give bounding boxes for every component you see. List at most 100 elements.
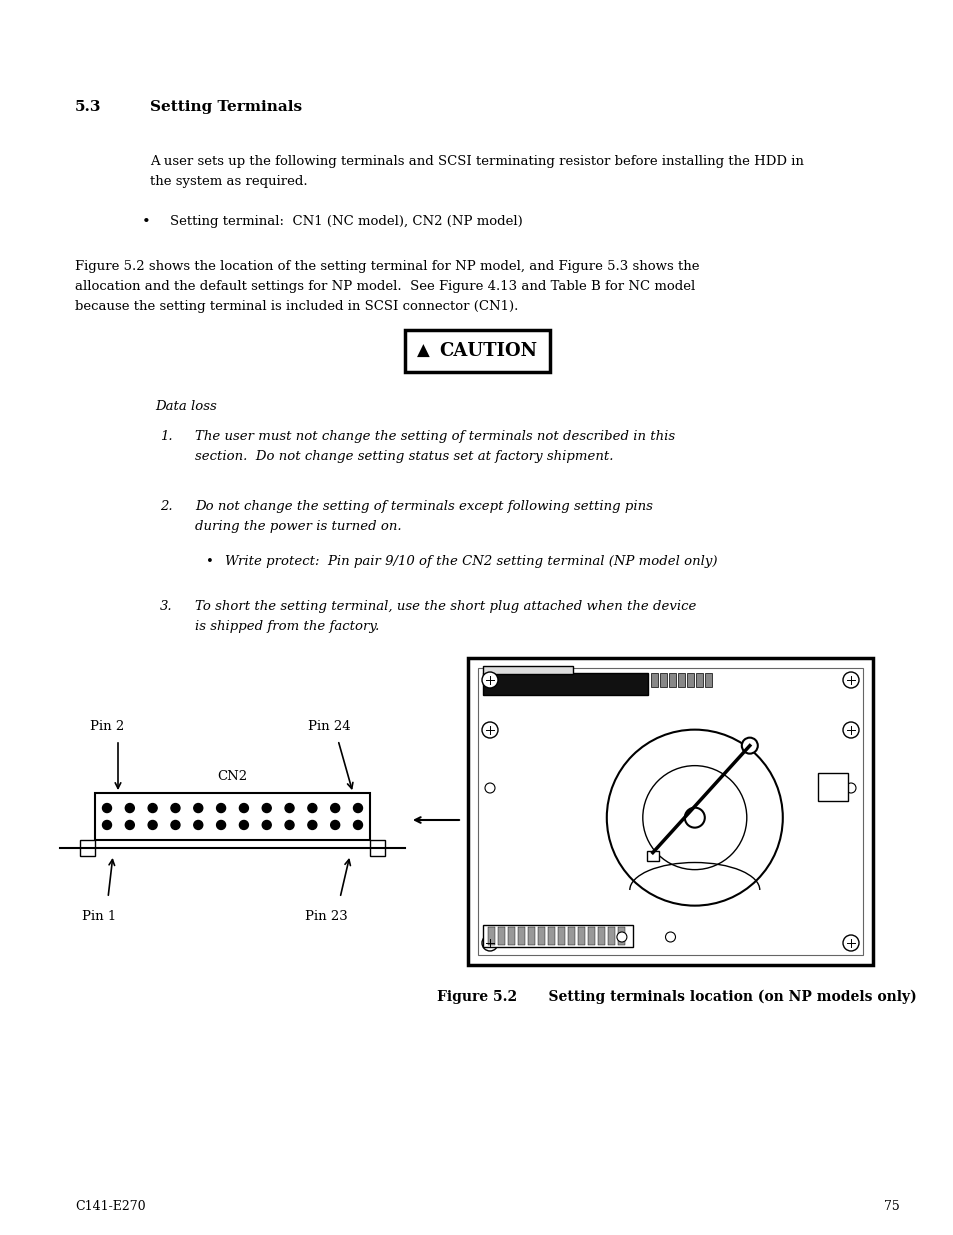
Text: allocation and the default settings for NP model.  See Figure 4.13 and Table B f: allocation and the default settings for … bbox=[75, 280, 695, 293]
Bar bbox=[527, 927, 535, 945]
Text: Pin 1: Pin 1 bbox=[82, 910, 116, 923]
Text: during the power is turned on.: during the power is turned on. bbox=[194, 520, 401, 534]
Circle shape bbox=[262, 820, 271, 830]
Circle shape bbox=[331, 804, 339, 813]
Text: Pin 23: Pin 23 bbox=[305, 910, 348, 923]
Bar bbox=[607, 927, 615, 945]
Bar bbox=[80, 840, 95, 856]
Circle shape bbox=[285, 804, 294, 813]
Text: Figure 5.2 shows the location of the setting terminal for NP model, and Figure 5: Figure 5.2 shows the location of the set… bbox=[75, 261, 699, 273]
Circle shape bbox=[481, 722, 497, 739]
Circle shape bbox=[216, 804, 225, 813]
Text: A user sets up the following terminals and SCSI terminating resistor before inst: A user sets up the following terminals a… bbox=[150, 156, 803, 168]
Text: Setting Terminals: Setting Terminals bbox=[150, 100, 302, 114]
Circle shape bbox=[354, 820, 362, 830]
Text: 1.: 1. bbox=[160, 430, 172, 443]
Circle shape bbox=[665, 932, 675, 942]
Circle shape bbox=[171, 804, 180, 813]
Text: 5.3: 5.3 bbox=[75, 100, 101, 114]
Bar bbox=[558, 927, 564, 945]
Text: Write protect:  Pin pair 9/10 of the CN2 setting terminal (NP model only): Write protect: Pin pair 9/10 of the CN2 … bbox=[225, 555, 717, 568]
Circle shape bbox=[617, 932, 626, 942]
Circle shape bbox=[606, 730, 782, 905]
Bar bbox=[587, 927, 595, 945]
Circle shape bbox=[741, 737, 757, 753]
Text: 2.: 2. bbox=[160, 500, 172, 513]
Circle shape bbox=[308, 820, 316, 830]
Circle shape bbox=[239, 820, 248, 830]
Text: because the setting terminal is included in SCSI connector (CN1).: because the setting terminal is included… bbox=[75, 300, 517, 312]
Bar bbox=[517, 927, 524, 945]
Text: 75: 75 bbox=[883, 1200, 899, 1213]
Bar bbox=[547, 927, 555, 945]
Bar bbox=[488, 927, 495, 945]
Bar bbox=[578, 927, 584, 945]
Text: is shipped from the factory.: is shipped from the factory. bbox=[194, 620, 379, 634]
Bar bbox=[567, 927, 575, 945]
Circle shape bbox=[148, 804, 157, 813]
Text: section.  Do not change setting status set at factory shipment.: section. Do not change setting status se… bbox=[194, 450, 613, 463]
Bar bbox=[95, 793, 370, 840]
Text: Pin 2: Pin 2 bbox=[90, 720, 124, 734]
Bar bbox=[696, 673, 702, 687]
Circle shape bbox=[285, 820, 294, 830]
Bar bbox=[507, 927, 515, 945]
Bar bbox=[482, 666, 573, 674]
Text: Do not change the setting of terminals except following setting pins: Do not change the setting of terminals e… bbox=[194, 500, 652, 513]
Bar bbox=[659, 673, 666, 687]
Text: CAUTION: CAUTION bbox=[438, 342, 537, 359]
Circle shape bbox=[239, 804, 248, 813]
Text: the system as required.: the system as required. bbox=[150, 175, 307, 188]
Circle shape bbox=[481, 672, 497, 688]
Bar bbox=[668, 673, 676, 687]
Bar bbox=[537, 927, 544, 945]
Bar bbox=[598, 927, 604, 945]
Bar bbox=[497, 927, 504, 945]
Circle shape bbox=[102, 820, 112, 830]
Text: •: • bbox=[142, 215, 151, 228]
Circle shape bbox=[148, 820, 157, 830]
Bar bbox=[405, 330, 550, 372]
Bar bbox=[704, 673, 711, 687]
Circle shape bbox=[262, 804, 271, 813]
Circle shape bbox=[842, 935, 858, 951]
Circle shape bbox=[125, 820, 134, 830]
Circle shape bbox=[842, 672, 858, 688]
Circle shape bbox=[331, 820, 339, 830]
Bar bbox=[477, 668, 862, 955]
Text: Figure 5.2: Figure 5.2 bbox=[436, 990, 517, 1004]
Circle shape bbox=[642, 766, 746, 869]
Bar bbox=[678, 673, 684, 687]
Text: Setting terminals location (on NP models only): Setting terminals location (on NP models… bbox=[529, 990, 916, 1004]
Circle shape bbox=[684, 808, 704, 827]
Circle shape bbox=[845, 783, 855, 793]
Bar bbox=[482, 673, 647, 695]
Circle shape bbox=[125, 804, 134, 813]
Text: To short the setting terminal, use the short plug attached when the device: To short the setting terminal, use the s… bbox=[194, 600, 696, 613]
Bar bbox=[686, 673, 693, 687]
Text: Setting terminal:  CN1 (NC model), CN2 (NP model): Setting terminal: CN1 (NC model), CN2 (N… bbox=[170, 215, 522, 228]
Bar bbox=[482, 925, 633, 947]
Text: CN2: CN2 bbox=[216, 769, 247, 783]
Bar bbox=[817, 773, 847, 800]
Bar bbox=[646, 851, 659, 861]
Circle shape bbox=[308, 804, 316, 813]
Bar bbox=[370, 840, 385, 856]
Text: The user must not change the setting of terminals not described in this: The user must not change the setting of … bbox=[194, 430, 675, 443]
Circle shape bbox=[354, 804, 362, 813]
Circle shape bbox=[484, 783, 495, 793]
Circle shape bbox=[193, 804, 203, 813]
Text: Data loss: Data loss bbox=[154, 400, 216, 412]
Text: C141-E270: C141-E270 bbox=[75, 1200, 146, 1213]
Text: 3.: 3. bbox=[160, 600, 172, 613]
Bar bbox=[618, 927, 624, 945]
Text: Pin 24: Pin 24 bbox=[308, 720, 351, 734]
Text: •: • bbox=[205, 555, 213, 568]
Circle shape bbox=[842, 722, 858, 739]
Bar bbox=[650, 673, 658, 687]
Circle shape bbox=[171, 820, 180, 830]
Circle shape bbox=[481, 935, 497, 951]
Bar bbox=[468, 658, 872, 965]
Circle shape bbox=[102, 804, 112, 813]
Circle shape bbox=[193, 820, 203, 830]
